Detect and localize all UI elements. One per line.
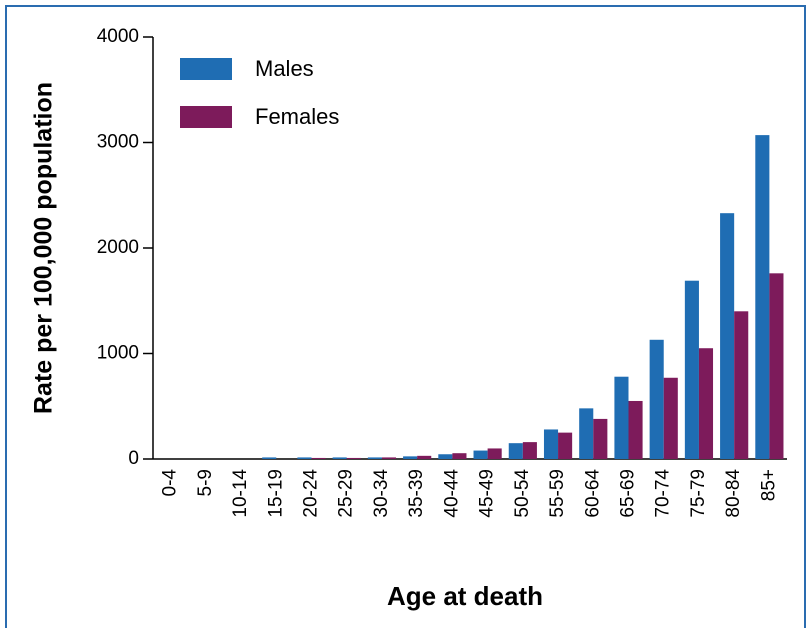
legend-label: Males xyxy=(255,56,314,81)
bar xyxy=(297,457,312,459)
legend-swatch xyxy=(180,58,232,80)
x-tick-label: 0-4 xyxy=(160,469,181,497)
x-axis-title: Age at death xyxy=(387,581,543,611)
bar xyxy=(755,135,770,460)
y-tick-label: 0 xyxy=(128,448,139,469)
bar xyxy=(698,348,714,459)
x-tick-label: 60-64 xyxy=(582,469,603,518)
x-tick-label: 75-79 xyxy=(688,469,709,518)
y-axis-title: Rate per 100,000 population xyxy=(30,82,58,414)
x-tick-label: 40-44 xyxy=(441,469,462,518)
bar xyxy=(311,457,326,459)
bar xyxy=(663,377,678,459)
y-tick-label: 2000 xyxy=(97,237,139,258)
bar xyxy=(417,455,432,459)
x-tick-label: 15-19 xyxy=(265,469,286,518)
x-tick-label: 55-59 xyxy=(547,469,568,518)
bar xyxy=(473,450,488,459)
x-tick-label: 80-84 xyxy=(723,469,744,518)
bar xyxy=(262,457,277,459)
bar xyxy=(346,457,361,459)
bar xyxy=(593,418,608,459)
y-tick-label: 1000 xyxy=(97,343,139,364)
x-tick-label: 5-9 xyxy=(195,469,216,496)
bar xyxy=(487,448,502,459)
x-tick-label: 85+ xyxy=(758,469,779,501)
x-tick-label: 50-54 xyxy=(512,469,533,518)
x-tick-label: 25-29 xyxy=(336,469,357,518)
x-tick-label: 10-14 xyxy=(230,469,251,518)
bar xyxy=(649,339,664,459)
bar xyxy=(614,376,629,459)
bar xyxy=(452,453,467,459)
bar xyxy=(381,457,397,459)
frame xyxy=(5,5,806,628)
bar xyxy=(734,311,749,459)
bar xyxy=(628,400,643,459)
y-tick-label: 3000 xyxy=(97,132,139,153)
y-tick-label: 4000 xyxy=(97,26,139,47)
x-tick-label: 35-39 xyxy=(406,469,427,518)
x-tick-label: 65-69 xyxy=(618,469,639,518)
bar xyxy=(332,457,347,459)
bar xyxy=(403,456,418,459)
legend-label: Females xyxy=(255,104,339,129)
bar xyxy=(684,280,699,459)
bar xyxy=(508,443,523,459)
x-tick-label: 30-34 xyxy=(371,469,392,518)
x-tick-label: 70-74 xyxy=(653,469,674,518)
bar xyxy=(367,457,382,459)
bar xyxy=(558,432,573,459)
legend-swatch xyxy=(180,106,232,128)
bar xyxy=(438,454,453,459)
bar xyxy=(522,442,537,459)
bar xyxy=(769,273,784,459)
bar xyxy=(720,213,735,459)
bar xyxy=(543,429,559,459)
x-tick-label: 45-49 xyxy=(477,469,498,518)
bar xyxy=(579,408,594,459)
x-tick-label: 20-24 xyxy=(301,469,322,518)
